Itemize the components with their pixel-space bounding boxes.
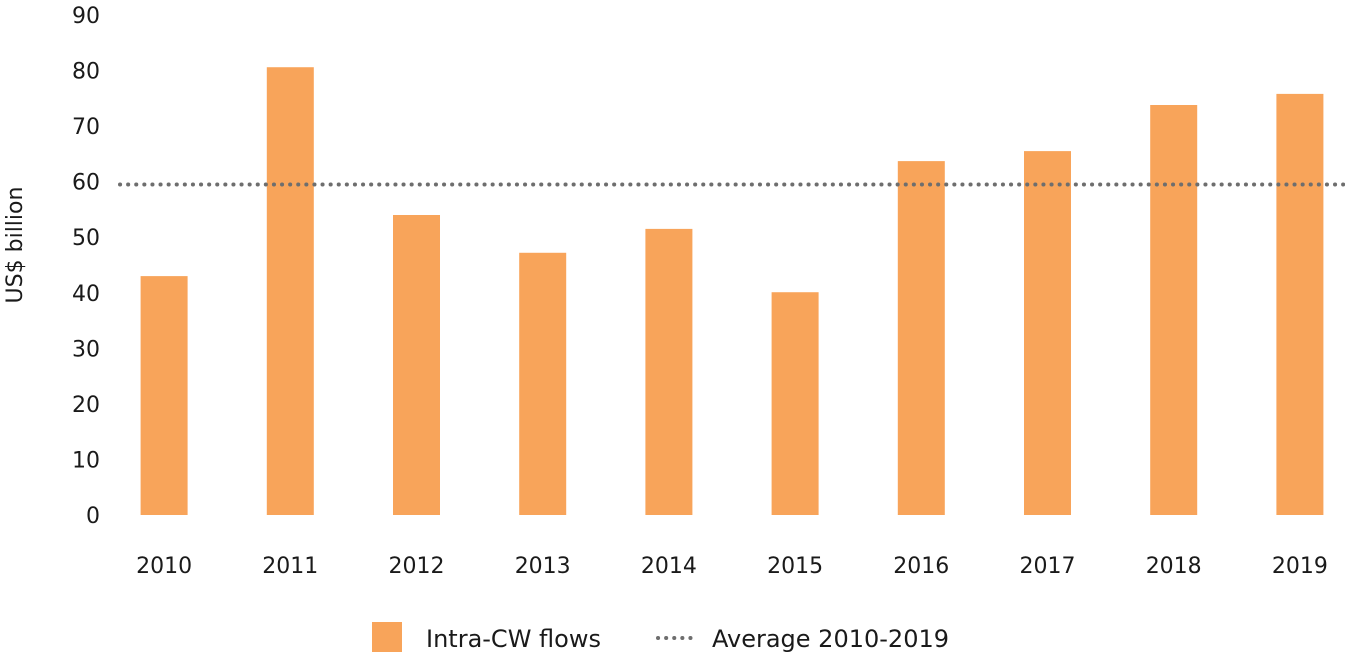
x-tick-label: 2019 — [1272, 554, 1328, 579]
bar-2012 — [393, 215, 440, 515]
bar-2011 — [266, 67, 314, 515]
bar-2017 — [1024, 151, 1071, 515]
y-tick-label: 90 — [72, 4, 100, 29]
y-axis-ticks: 0 10 20 30 40 50 60 70 80 90 — [72, 4, 100, 529]
x-axis-ticks: 2010 2011 2012 2013 2014 2015 2016 2017 2018 2019 — [136, 554, 1328, 579]
bar-2013 — [519, 252, 567, 515]
y-tick-label: 30 — [72, 337, 100, 362]
x-tick-label: 2011 — [262, 554, 318, 579]
y-tick-label: 40 — [72, 282, 100, 307]
y-tick-label: 60 — [72, 171, 100, 196]
bar-2010 — [140, 276, 188, 515]
legend-label-average: Average 2010-2019 — [712, 625, 949, 653]
x-tick-label: 2010 — [136, 554, 192, 579]
x-tick-label: 2014 — [641, 554, 697, 579]
x-tick-label: 2018 — [1146, 554, 1202, 579]
y-tick-label: 80 — [72, 60, 100, 85]
y-tick-label: 20 — [72, 393, 100, 418]
legend-label-intra-cw: Intra-CW flows — [426, 625, 601, 653]
bar-2015 — [771, 292, 819, 515]
y-axis-title: US$ billion — [3, 187, 28, 304]
bars-group — [140, 67, 1324, 515]
bar-2019 — [1276, 93, 1324, 515]
legend: Intra-CW flows Average 2010-2019 — [372, 622, 949, 653]
y-tick-label: 70 — [72, 115, 100, 140]
x-tick-label: 2013 — [515, 554, 571, 579]
x-tick-label: 2015 — [767, 554, 823, 579]
y-tick-label: 10 — [72, 448, 100, 473]
y-tick-label: 0 — [86, 504, 100, 529]
x-tick-label: 2016 — [893, 554, 949, 579]
bar-2014 — [645, 228, 693, 515]
x-tick-label: 2017 — [1020, 554, 1076, 579]
legend-swatch-intra-cw — [372, 622, 402, 652]
bar-2018 — [1150, 105, 1198, 515]
y-tick-label: 50 — [72, 226, 100, 251]
x-tick-label: 2012 — [389, 554, 445, 579]
bar-2016 — [897, 161, 945, 515]
